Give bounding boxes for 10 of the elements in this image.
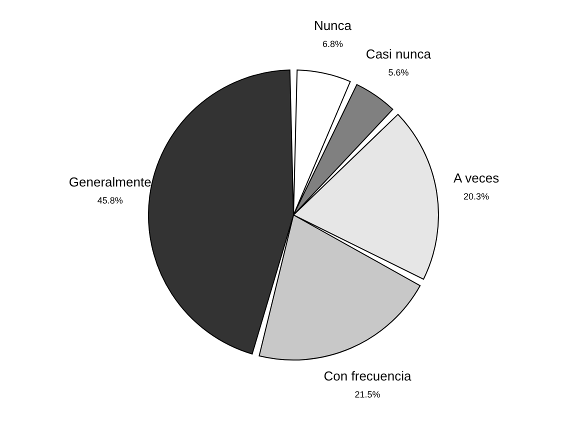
slice-label: Con frecuencia xyxy=(324,368,412,384)
data-label: 45.8% xyxy=(97,196,123,206)
data-label: 6.8% xyxy=(322,39,343,50)
data-label: 20.3% xyxy=(464,192,490,202)
data-label: 5.6% xyxy=(388,68,409,78)
slice-label: Nunca xyxy=(314,18,352,34)
data-label: 21.5% xyxy=(354,390,380,400)
slice-label: Casi nunca xyxy=(366,46,432,62)
slice-label: A veces xyxy=(454,170,500,186)
slice-label: Generalmente xyxy=(68,174,152,190)
